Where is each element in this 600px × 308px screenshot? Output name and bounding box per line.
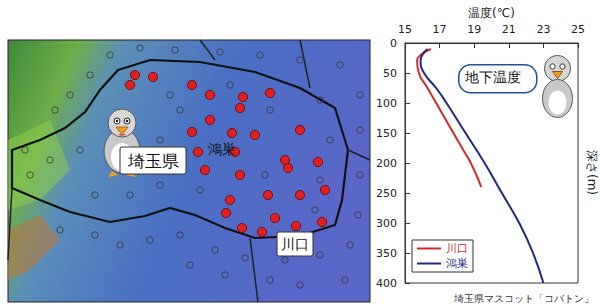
svg-text:100: 100: [376, 97, 397, 110]
svg-text:25: 25: [571, 23, 585, 36]
svg-text:150: 150: [376, 127, 397, 140]
svg-text:23: 23: [536, 23, 550, 36]
html-text:埼玉県マスコット「コバトン」: 埼玉県マスコット「コバトン」: [454, 293, 594, 304]
svg-text:200: 200: [376, 157, 397, 170]
svg-text:17: 17: [433, 23, 447, 36]
svg-text:川口: 川口: [281, 236, 309, 252]
svg-text:300: 300: [376, 217, 397, 230]
svg-text:川口: 川口: [446, 242, 468, 255]
svg-text:地下温度: 地下温度: [464, 69, 521, 85]
svg-text:深さ(m): 深さ(m): [585, 150, 599, 195]
svg-text:温度(℃): 温度(℃): [468, 6, 515, 20]
svg-text:400: 400: [376, 277, 397, 290]
svg-text:埼玉県: 埼玉県: [127, 151, 179, 171]
svg-text:15: 15: [398, 23, 412, 36]
svg-text:250: 250: [376, 187, 397, 200]
svg-text:鴻巣: 鴻巣: [208, 141, 236, 157]
svg-text:鴻巣: 鴻巣: [446, 257, 468, 270]
svg-text:350: 350: [376, 247, 397, 260]
svg-text:21: 21: [502, 23, 516, 36]
svg-text:0: 0: [390, 37, 397, 50]
svg-text:19: 19: [467, 23, 481, 36]
svg-text:50: 50: [383, 67, 397, 80]
